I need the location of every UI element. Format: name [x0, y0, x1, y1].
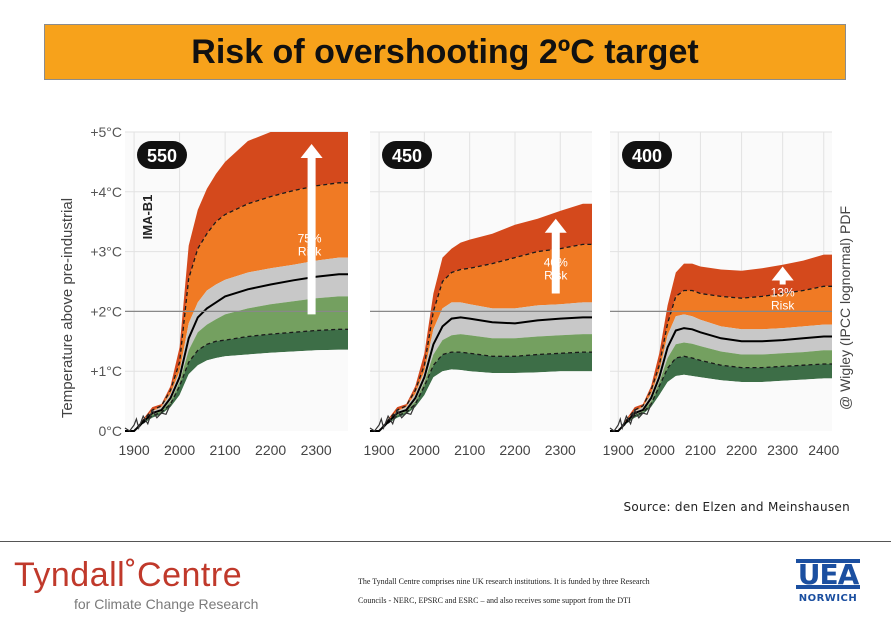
temperature-risk-chart: Temperature above pre-industrial @ Wigle…: [59, 124, 853, 458]
risk-arrow-head: [544, 218, 567, 233]
scenario-label: 550: [147, 146, 177, 166]
band-below-p5: [125, 349, 348, 431]
footer-line-2: Councils - NERC, EPSRC and ESRC – and al…: [358, 596, 631, 605]
band-p33-p20: [125, 296, 348, 431]
band-p80-p66: [370, 244, 592, 431]
band-p80-p66: [610, 286, 832, 431]
risk-arrow-head: [771, 266, 794, 281]
risk-word-label: Risk: [298, 245, 322, 259]
y-tick-label: +3°C: [90, 244, 122, 260]
risk-percent-label: 75%: [298, 232, 322, 246]
historic-temperature-line: [124, 403, 172, 432]
risk-percent-label: 13%: [771, 285, 795, 299]
x-tick-label: 2200: [255, 442, 286, 458]
band-below-p5: [610, 374, 832, 431]
band-p50-p33: [125, 274, 348, 431]
y-tick-label: +4°C: [90, 184, 122, 200]
percentile-line-p80: [370, 243, 592, 432]
band-p33-p20: [370, 334, 592, 431]
band-below-p5: [370, 369, 592, 431]
band-p20-p5: [125, 329, 348, 431]
risk-arrow-head: [300, 143, 323, 158]
band-p20-p5: [370, 352, 592, 431]
uea-logo: UEA NORWICH: [796, 557, 860, 613]
band-p66-p50: [370, 302, 592, 431]
band-p33-p20: [610, 342, 832, 431]
footer-text: The Tyndall Centre comprises nine UK res…: [358, 572, 758, 610]
band-p80-p66: [125, 182, 348, 431]
page-title: Risk of overshooting 2ºC target: [191, 32, 699, 71]
model-label: IMA-B1: [140, 195, 155, 240]
x-tick-label: 2000: [644, 442, 675, 458]
band-p95-p80: [370, 203, 592, 431]
percentile-line-p20: [125, 328, 348, 432]
historic-temperature-line: [609, 403, 652, 432]
x-tick-label: 2300: [767, 442, 798, 458]
panel-450: 40%Risk 450 1900 2000 2100 2200 2300: [363, 131, 592, 458]
x-tick-label: 2100: [454, 442, 485, 458]
risk-percent-label: 40%: [544, 256, 568, 270]
band-p95-p80: [125, 132, 348, 431]
y-tick-label: 0°C: [99, 423, 123, 439]
scenario-label: 400: [632, 146, 662, 166]
scenario-badge: [622, 141, 672, 169]
y-tick-label: +5°C: [90, 124, 122, 140]
uea-logo-norwich: NORWICH: [798, 593, 858, 604]
percentile-line-p20: [370, 351, 592, 432]
x-tick-label: 2300: [301, 442, 332, 458]
right-axis-label: @ Wigley (IPCC lognormal) PDF: [837, 206, 853, 410]
percentile-line-p20: [610, 355, 832, 432]
y-tick-label: +2°C: [90, 303, 122, 319]
title-bar: Risk of overshooting 2ºC target: [44, 24, 846, 80]
panel-400: 13%Risk 400 1900 2000 2100 2200 2300 2400: [603, 131, 840, 458]
uea-logo-text: UEA: [796, 557, 860, 591]
y-axis: 0°C +1°C +2°C +3°C +4°C +5°C: [90, 124, 122, 439]
x-tick-label: 2100: [210, 442, 241, 458]
risk-word-label: Risk: [771, 298, 795, 312]
risk-word-label: Risk: [544, 269, 568, 283]
scenario-badge: [382, 141, 432, 169]
band-p20-p5: [610, 356, 832, 431]
median-line: [610, 327, 832, 432]
x-tick-label: 2200: [726, 442, 757, 458]
band-p50-p33: [370, 317, 592, 431]
x-tick-label: 2000: [409, 442, 440, 458]
x-tick-label: 2200: [499, 442, 530, 458]
x-tick-label: 2400: [808, 442, 839, 458]
y-axis-label: Temperature above pre-industrial: [59, 198, 76, 418]
tyndall-logo-sub: for Climate Change Research: [74, 596, 259, 612]
band-p95-p80: [610, 254, 832, 431]
x-tick-label: 2000: [164, 442, 195, 458]
percentile-line-p80: [610, 285, 832, 432]
tyndall-logo-main: Tyndall˚Centre: [14, 556, 243, 594]
scenario-badge: [137, 141, 187, 169]
tyndall-logo: Tyndall˚Centre for Climate Change Resear…: [14, 556, 294, 616]
x-tick-label: 1900: [363, 442, 394, 458]
footer-line-1: The Tyndall Centre comprises nine UK res…: [358, 577, 650, 586]
percentile-line-p80: [125, 182, 348, 432]
y-tick-label: +1°C: [90, 363, 122, 379]
x-tick-label: 2100: [685, 442, 716, 458]
scenario-label: 450: [392, 146, 422, 166]
x-tick-label: 1900: [603, 442, 634, 458]
historic-temperature-line: [369, 403, 416, 432]
panel-550: 75%Risk 550 IMA-B1 1900 2000 2100 2200 2300: [119, 131, 348, 458]
source-caption: Source: den Elzen and Meinshausen: [623, 500, 850, 514]
x-tick-label: 1900: [119, 442, 150, 458]
footer-divider: [0, 541, 891, 542]
x-tick-label: 2300: [545, 442, 576, 458]
